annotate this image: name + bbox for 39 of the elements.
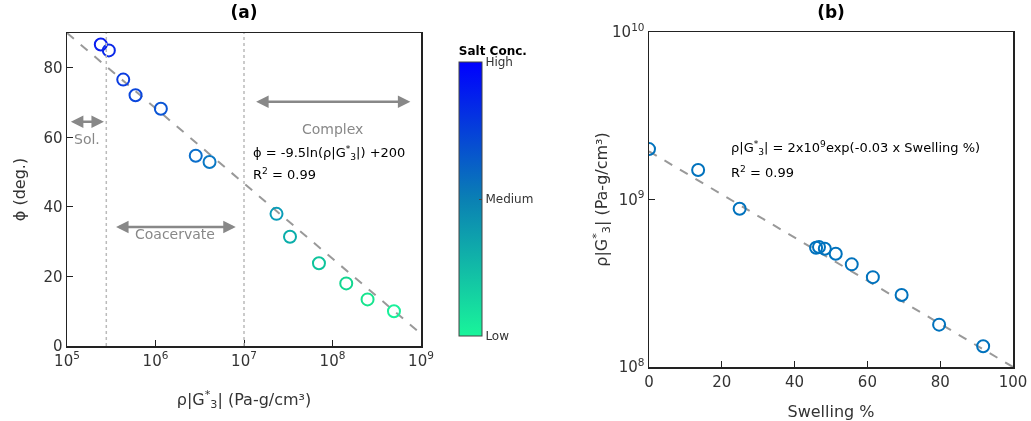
y-tick-label: 60 — [43, 128, 63, 147]
y-tick-label: 10$^{10}$ — [612, 20, 645, 42]
x-axis-title: ρ|G$^{*}$$_{3}$| (Pa-g/cm³) — [176, 387, 312, 411]
y-tick-label: 40 — [43, 198, 63, 217]
x-tick-label: 10$^{7}$ — [231, 349, 257, 370]
point — [932, 317, 947, 332]
point — [691, 163, 706, 177]
x-tick-label: 10$^{9}$ — [408, 349, 434, 370]
annotation: ρ|G$^{*}$$_{3}$| = 2x10$^{9}$exp(-0.03 x Swelling %) — [731, 139, 981, 158]
point — [865, 270, 880, 285]
color-bar-label: Medium — [485, 192, 534, 207]
annotation: Sol. — [74, 131, 100, 147]
y-tick-label: 10$^{9}$ — [618, 188, 645, 209]
color-bar-label: Low — [485, 329, 510, 344]
y-axis-title: ϕ (deg.) — [9, 157, 29, 222]
point — [844, 257, 859, 272]
chart-title: (a) — [230, 2, 258, 23]
annotation: Coacervate — [135, 226, 215, 242]
x-tick-label: 20 — [712, 372, 732, 391]
annotation: R$^{2}$ = 0.99 — [253, 166, 316, 183]
annotation: R$^{2}$ = 0.99 — [731, 164, 794, 181]
point — [894, 288, 909, 303]
y-tick-label: 80 — [43, 59, 63, 78]
point — [732, 201, 747, 216]
x-tick-label: 60 — [857, 372, 877, 391]
x-tick-label: 40 — [785, 372, 805, 391]
y-tick-label: 20 — [43, 267, 63, 286]
point — [817, 241, 832, 256]
annotation: Complex — [302, 121, 364, 137]
x-tick-label: 10$^{8}$ — [319, 349, 346, 370]
color-bar-label: High — [485, 55, 513, 70]
point — [828, 246, 843, 261]
x-tick-label: 80 — [930, 372, 950, 391]
chart-title: (b) — [817, 2, 845, 23]
x-axis-title: Swelling % — [787, 402, 875, 421]
point — [976, 339, 991, 354]
x-tick-label: 100 — [998, 372, 1028, 391]
annotation: ϕ = -9.5ln(ρ|G$^{*}$$_{3}$|) +200 — [253, 144, 406, 163]
x-tick-label: 10$^{6}$ — [142, 349, 169, 370]
